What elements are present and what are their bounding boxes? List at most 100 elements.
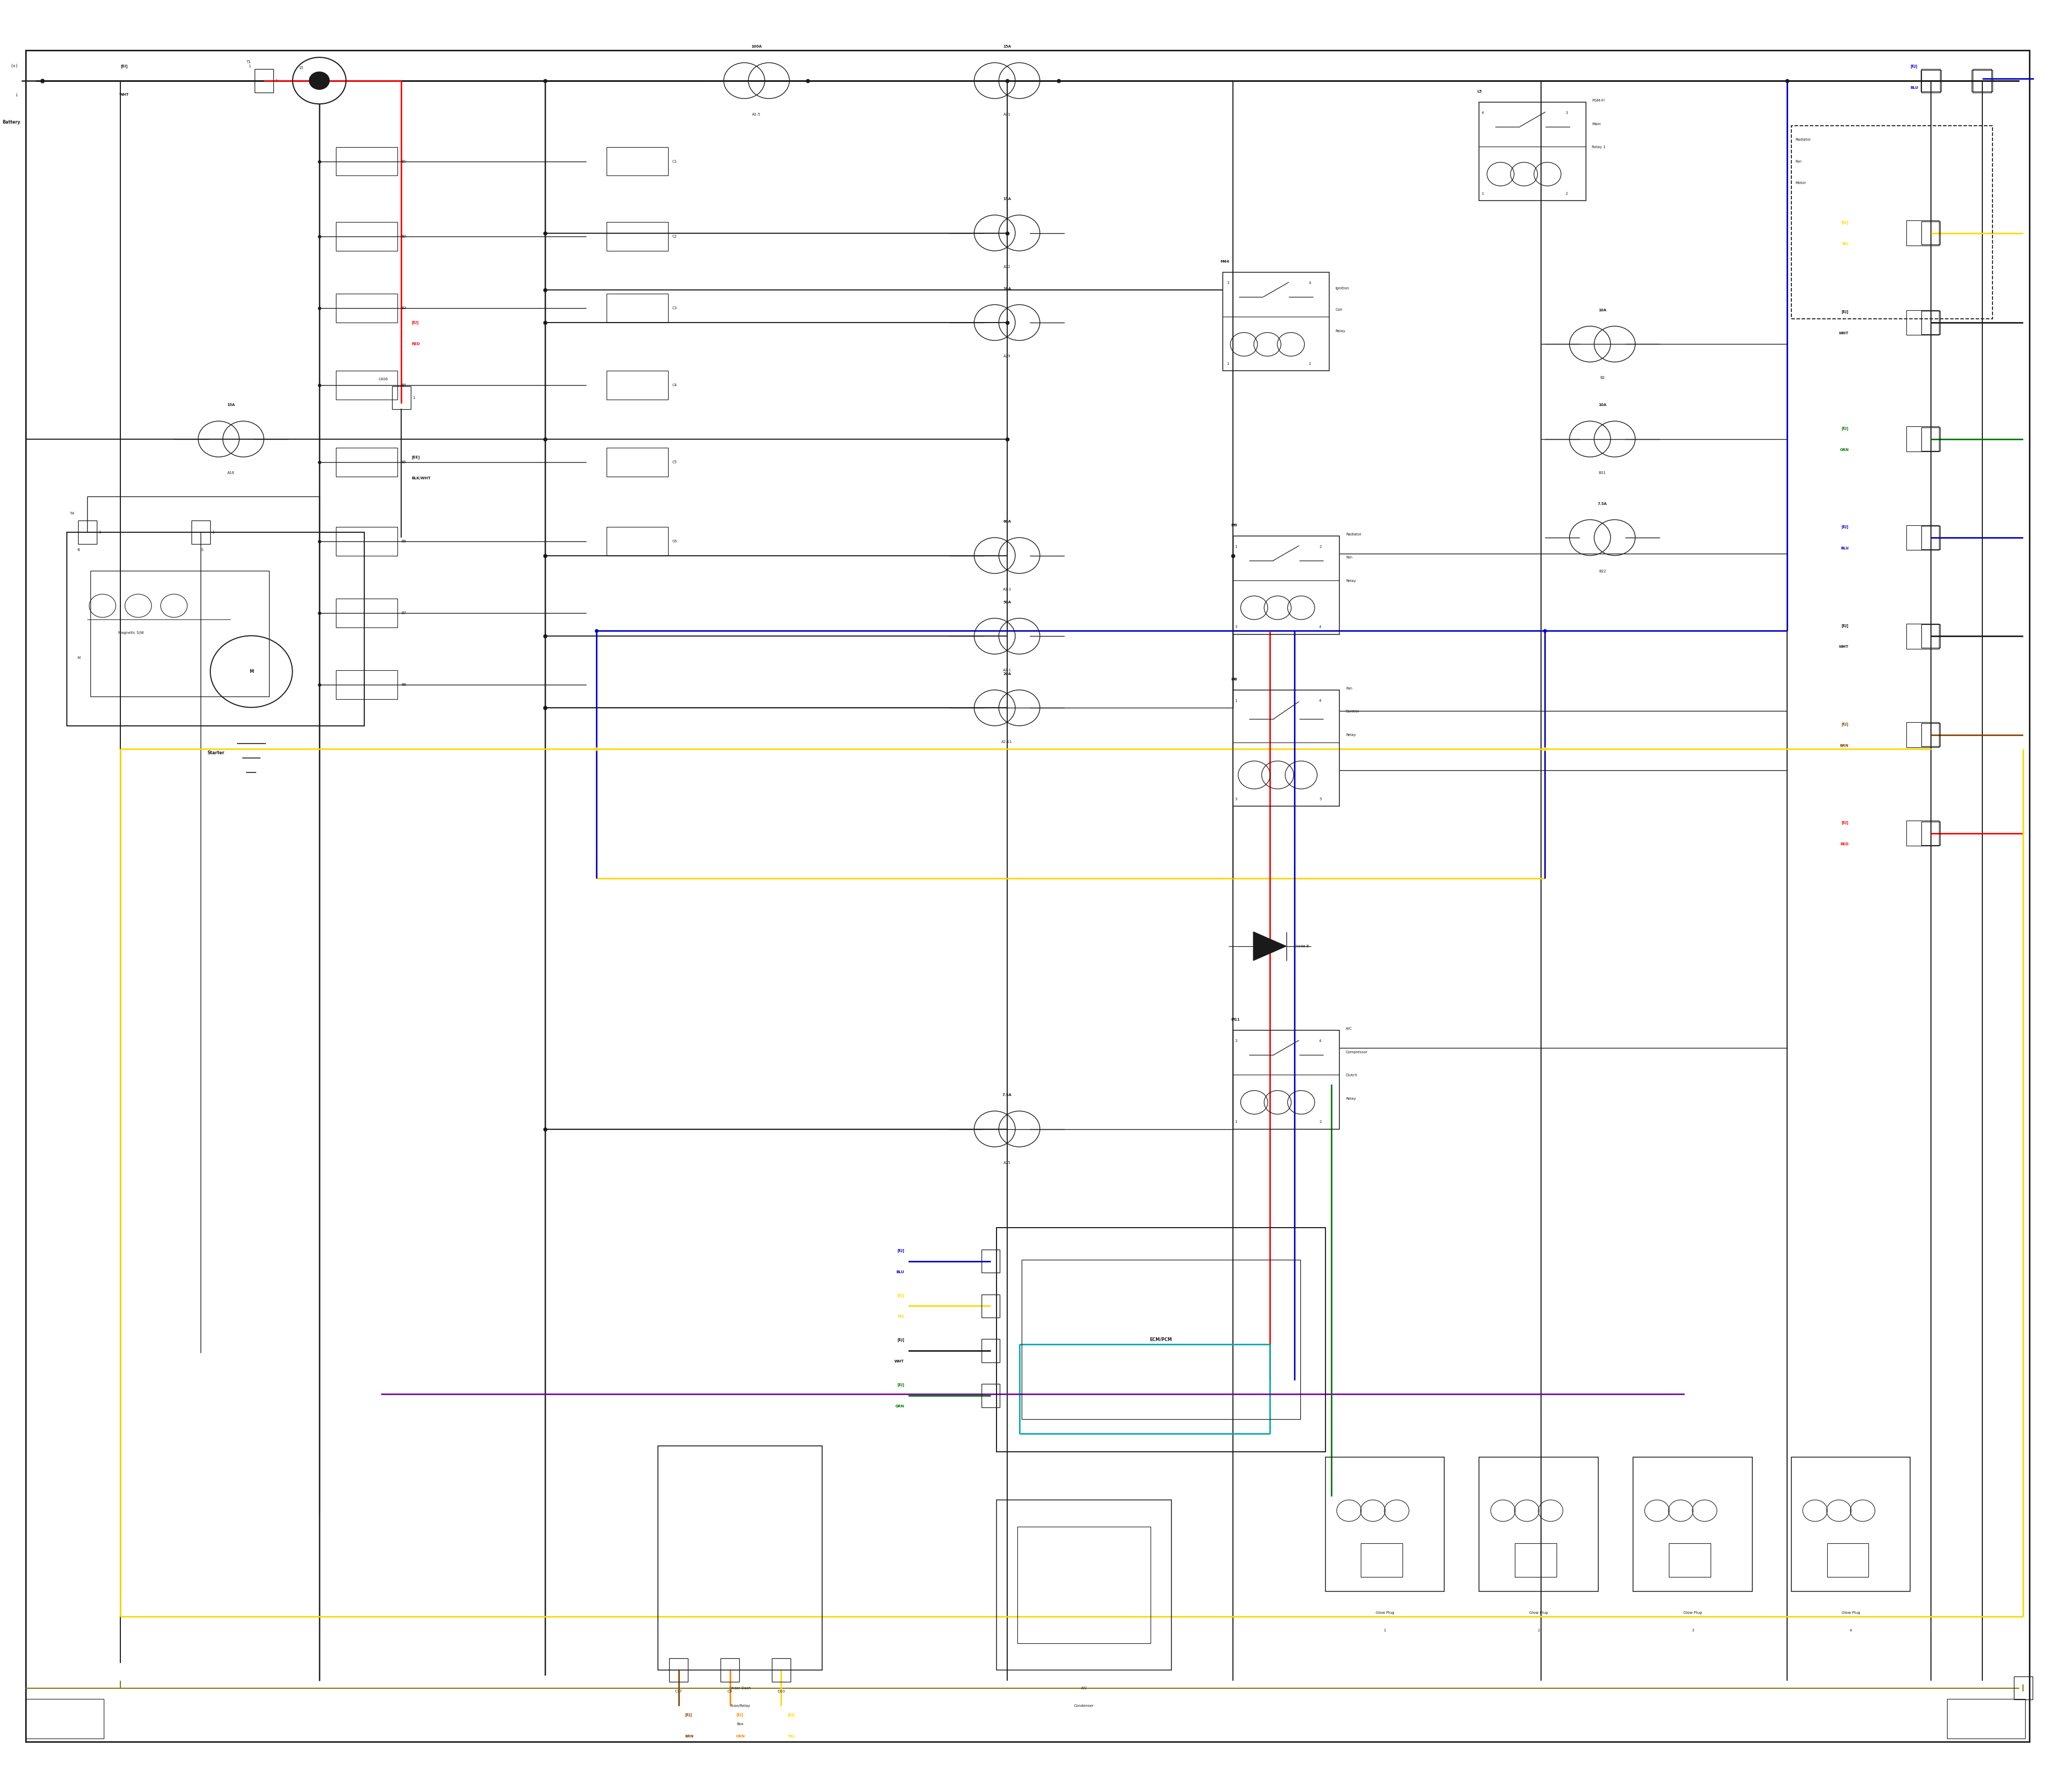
Text: 1: 1 (413, 396, 415, 400)
Text: L5: L5 (1477, 90, 1483, 93)
Text: Glow Plug: Glow Plug (1376, 1611, 1395, 1615)
Text: 1: 1 (275, 79, 277, 82)
Text: [EJ]: [EJ] (787, 1713, 795, 1717)
Text: Magnetic S/W: Magnetic S/W (119, 631, 144, 634)
Bar (1791, 125, 1992, 319)
Text: Fan: Fan (1345, 686, 1352, 690)
Text: A2-11: A2-11 (1002, 740, 1013, 744)
Text: 10A: 10A (1002, 287, 1011, 290)
Bar (1232, 690, 1339, 806)
Text: [EJ]: [EJ] (1842, 310, 1849, 314)
Text: Diode B: Diode B (1294, 944, 1308, 948)
Text: 10A: 10A (1598, 308, 1606, 312)
Text: Relay: Relay (1345, 579, 1356, 582)
Text: A29: A29 (1002, 355, 1011, 358)
Text: Starter: Starter (207, 751, 224, 754)
Text: 1: 1 (1234, 699, 1237, 702)
Text: 3: 3 (1234, 797, 1237, 801)
Text: [EJ]: [EJ] (1842, 220, 1849, 224)
Bar (1923, 821, 1941, 844)
Text: B22: B22 (1598, 570, 1606, 573)
Text: Ignition: Ignition (1335, 287, 1349, 290)
Text: A2-1: A2-1 (1002, 668, 1011, 672)
Bar (1974, 68, 1992, 91)
Bar (1232, 1030, 1339, 1129)
Text: M: M (249, 668, 253, 674)
Text: 4: 4 (1319, 699, 1321, 702)
Bar (606, 448, 668, 477)
Text: [EJ]: [EJ] (1842, 525, 1849, 529)
Bar (657, 1446, 822, 1670)
Bar (78, 520, 97, 545)
Bar (1972, 70, 1992, 91)
Text: ORN: ORN (735, 1735, 746, 1738)
Text: A/C: A/C (1345, 1027, 1352, 1030)
Bar (335, 371, 396, 400)
Text: Main: Main (1592, 122, 1600, 125)
Text: C17: C17 (676, 1690, 682, 1693)
Text: B2: B2 (1600, 376, 1604, 380)
Text: Radiator: Radiator (1345, 532, 1362, 536)
Text: 1: 1 (1226, 362, 1228, 366)
Text: T1: T1 (246, 61, 251, 65)
Text: Coil: Coil (1335, 308, 1343, 312)
Text: BLK/WHT: BLK/WHT (411, 477, 431, 480)
Text: C406: C406 (378, 378, 388, 382)
Bar (68, 532, 364, 726)
Bar (191, 520, 210, 545)
Text: M44: M44 (1220, 260, 1230, 263)
Bar (1670, 1543, 1711, 1577)
Bar (1906, 310, 1939, 335)
Text: 4: 4 (1481, 111, 1483, 115)
Bar (606, 371, 668, 400)
Text: M: M (78, 656, 80, 659)
Text: [EJ]: [EJ] (1910, 65, 1918, 68)
Bar (996, 1228, 1325, 1452)
Bar (1923, 624, 1941, 647)
Bar (335, 670, 396, 699)
Bar (1923, 220, 1941, 244)
Bar (1017, 1527, 1150, 1643)
Bar (721, 1659, 739, 1681)
Bar (772, 1659, 791, 1681)
Text: YEL: YEL (787, 1735, 795, 1738)
Text: 2: 2 (1565, 192, 1567, 195)
Text: 2: 2 (1319, 545, 1321, 548)
Text: C4: C4 (672, 383, 678, 387)
Text: 4: 4 (1849, 1629, 1853, 1633)
Text: A21: A21 (1002, 113, 1011, 116)
Text: C6: C6 (672, 539, 678, 543)
Text: WHT: WHT (893, 1360, 904, 1364)
Text: RED: RED (1840, 842, 1849, 846)
Bar (1479, 1457, 1598, 1591)
Text: 1: 1 (1481, 192, 1483, 195)
Text: Fuse/Relay: Fuse/Relay (729, 1704, 750, 1708)
Bar (1516, 1543, 1557, 1577)
Text: B5: B5 (401, 461, 407, 464)
Text: 1: 1 (1384, 1629, 1386, 1633)
Bar (606, 527, 668, 556)
Text: GRN: GRN (1840, 448, 1849, 452)
Text: C1: C1 (672, 159, 678, 163)
Text: WHT: WHT (1838, 645, 1849, 649)
Text: 1: 1 (1234, 545, 1237, 548)
Text: ECM/PCM: ECM/PCM (1150, 1337, 1173, 1342)
Text: 1: 1 (212, 530, 214, 534)
Text: Under-Dash: Under-Dash (729, 1686, 752, 1690)
Text: Glow Plug: Glow Plug (1530, 1611, 1549, 1615)
Bar (1923, 312, 1941, 333)
Text: T4: T4 (70, 513, 74, 516)
Bar (1923, 426, 1941, 450)
Text: Control: Control (1345, 710, 1360, 713)
Text: Glow Plug: Glow Plug (1842, 1611, 1861, 1615)
Bar (1906, 624, 1939, 649)
Text: YEL: YEL (898, 1315, 904, 1319)
Text: A1-5: A1-5 (752, 113, 760, 116)
Text: 15: 15 (298, 66, 304, 70)
Text: B6: B6 (401, 539, 407, 543)
Text: M9: M9 (1230, 523, 1237, 527)
Bar (1232, 536, 1339, 634)
Bar (606, 222, 668, 251)
Bar (335, 222, 396, 251)
Text: Relay: Relay (1345, 1097, 1356, 1100)
